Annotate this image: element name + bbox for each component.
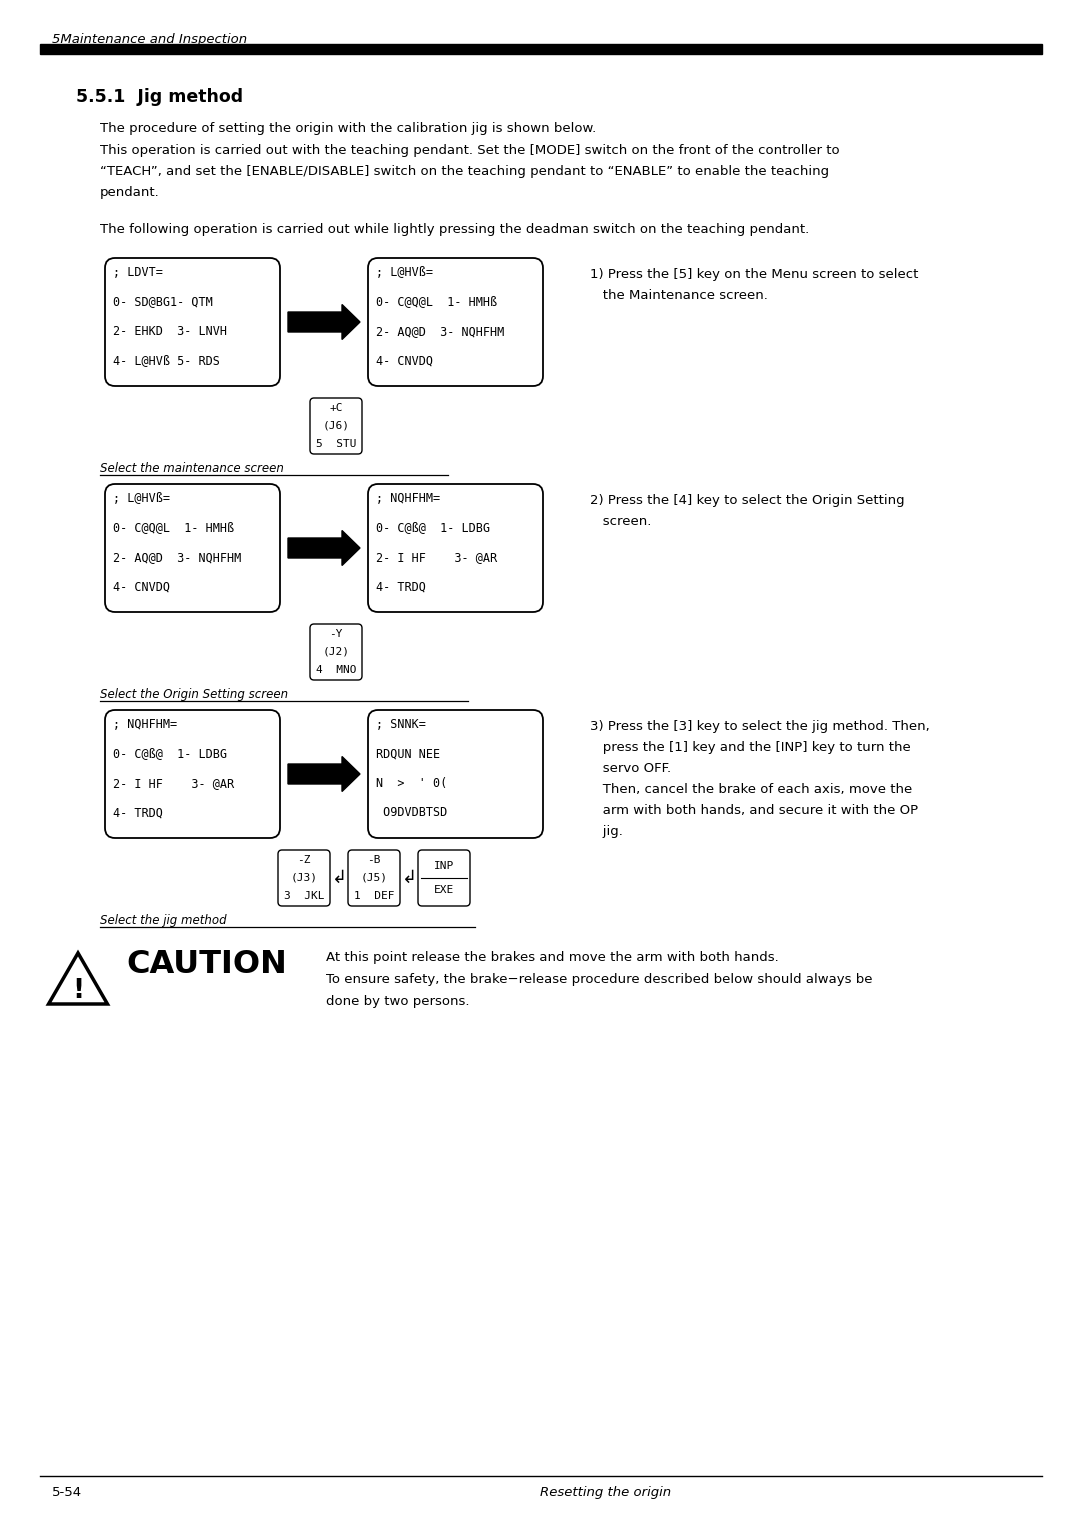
Text: ; NQHFHM=: ; NQHFHM= [113, 718, 177, 730]
Text: 3  JKL: 3 JKL [284, 891, 324, 902]
Text: 0- C@Q@L  1- HMHß: 0- C@Q@L 1- HMHß [113, 521, 234, 535]
Text: ; LDVT=: ; LDVT= [113, 266, 163, 280]
Text: pendant.: pendant. [100, 186, 160, 199]
FancyBboxPatch shape [278, 850, 330, 906]
Text: -Z: -Z [297, 856, 311, 865]
FancyBboxPatch shape [310, 397, 362, 454]
Text: ↲: ↲ [332, 869, 347, 886]
FancyArrow shape [288, 756, 360, 792]
Text: INP: INP [434, 860, 454, 871]
Bar [40, 44, 1042, 53]
Text: arm with both hands, and secure it with the OP: arm with both hands, and secure it with … [590, 804, 918, 817]
FancyBboxPatch shape [105, 711, 280, 837]
Text: 5Maintenance and Inspection: 5Maintenance and Inspection [52, 34, 247, 46]
Text: To ensure safety, the brake−release procedure described below should always be: To ensure safety, the brake−release proc… [326, 973, 873, 986]
FancyArrow shape [288, 530, 360, 565]
Text: -B: -B [367, 856, 381, 865]
Text: RDQUN NEE: RDQUN NEE [376, 747, 441, 761]
FancyBboxPatch shape [105, 484, 280, 613]
Text: 2- I HF    3- @AR: 2- I HF 3- @AR [376, 552, 497, 564]
Text: 4- CNVDQ: 4- CNVDQ [376, 354, 433, 368]
Text: ; SNNK=: ; SNNK= [376, 718, 426, 730]
Text: (J2): (J2) [323, 646, 350, 657]
Text: 1) Press the [5] key on the Menu screen to select: 1) Press the [5] key on the Menu screen … [590, 267, 918, 281]
Text: This operation is carried out with the teaching pendant. Set the [MODE] switch o: This operation is carried out with the t… [100, 144, 839, 157]
FancyBboxPatch shape [310, 623, 362, 680]
FancyBboxPatch shape [368, 258, 543, 387]
Text: Select the Origin Setting screen: Select the Origin Setting screen [100, 688, 288, 701]
Text: 0- C@ß@  1- LDBG: 0- C@ß@ 1- LDBG [376, 521, 490, 535]
FancyArrow shape [288, 304, 360, 339]
Text: ↲: ↲ [402, 869, 417, 886]
Text: The following operation is carried out while lightly pressing the deadman switch: The following operation is carried out w… [100, 223, 809, 235]
FancyBboxPatch shape [105, 258, 280, 387]
Text: CAUTION: CAUTION [126, 949, 287, 979]
Text: -Y: -Y [329, 630, 342, 639]
Text: 4- TRDQ: 4- TRDQ [113, 807, 163, 819]
Text: Select the maintenance screen: Select the maintenance screen [100, 461, 284, 475]
Text: ; L@HVß=: ; L@HVß= [113, 492, 170, 504]
Text: done by two persons.: done by two persons. [326, 995, 470, 1008]
Text: 0- C@ß@  1- LDBG: 0- C@ß@ 1- LDBG [113, 747, 227, 761]
Text: 4- CNVDQ: 4- CNVDQ [113, 581, 170, 593]
Text: The procedure of setting the origin with the calibration jig is shown below.: The procedure of setting the origin with… [100, 122, 596, 134]
Text: ; L@HVß=: ; L@HVß= [376, 266, 433, 280]
Text: screen.: screen. [590, 515, 651, 529]
Text: EXE: EXE [434, 885, 454, 895]
Text: +C: +C [329, 403, 342, 413]
FancyBboxPatch shape [348, 850, 400, 906]
Text: 3) Press the [3] key to select the jig method. Then,: 3) Press the [3] key to select the jig m… [590, 720, 930, 733]
Text: Then, cancel the brake of each axis, move the: Then, cancel the brake of each axis, mov… [590, 782, 913, 796]
Text: (J5): (J5) [361, 872, 388, 883]
Text: servo OFF.: servo OFF. [590, 762, 671, 775]
Text: 0- C@Q@L  1- HMHß: 0- C@Q@L 1- HMHß [376, 295, 497, 309]
Text: 1  DEF: 1 DEF [354, 891, 394, 902]
Text: “TEACH”, and set the [ENABLE/DISABLE] switch on the teaching pendant to “ENABLE”: “TEACH”, and set the [ENABLE/DISABLE] sw… [100, 165, 829, 177]
Text: 4  MNO: 4 MNO [315, 665, 356, 675]
Text: 2) Press the [4] key to select the Origin Setting: 2) Press the [4] key to select the Origi… [590, 494, 905, 507]
Text: Resetting the origin: Resetting the origin [540, 1487, 671, 1499]
Text: !: ! [72, 978, 84, 1004]
Text: At this point release the brakes and move the arm with both hands.: At this point release the brakes and mov… [326, 950, 779, 964]
Text: 2- EHKD  3- LNVH: 2- EHKD 3- LNVH [113, 325, 227, 338]
Text: press the [1] key and the [INP] key to turn the: press the [1] key and the [INP] key to t… [590, 741, 910, 753]
Text: N  >  ' 0(: N > ' 0( [376, 778, 447, 790]
Text: 5-54: 5-54 [52, 1487, 82, 1499]
Text: 4- L@HVß 5- RDS: 4- L@HVß 5- RDS [113, 354, 220, 368]
Text: 5  STU: 5 STU [315, 439, 356, 449]
Text: 2- I HF    3- @AR: 2- I HF 3- @AR [113, 778, 234, 790]
FancyBboxPatch shape [368, 484, 543, 613]
FancyBboxPatch shape [368, 711, 543, 837]
Text: (J3): (J3) [291, 872, 318, 883]
Text: 0- SD@BG1- QTM: 0- SD@BG1- QTM [113, 295, 213, 309]
Text: 2- AQ@D  3- NQHFHM: 2- AQ@D 3- NQHFHM [376, 325, 504, 338]
Text: Select the jig method: Select the jig method [100, 914, 227, 927]
Text: 4- TRDQ: 4- TRDQ [376, 581, 426, 593]
FancyBboxPatch shape [418, 850, 470, 906]
Text: (J6): (J6) [323, 422, 350, 431]
Text: 2- AQ@D  3- NQHFHM: 2- AQ@D 3- NQHFHM [113, 552, 241, 564]
Text: jig.: jig. [590, 825, 623, 837]
Text: 5.5.1  Jig method: 5.5.1 Jig method [76, 89, 243, 105]
Text: ; NQHFHM=: ; NQHFHM= [376, 492, 441, 504]
Text: the Maintenance screen.: the Maintenance screen. [590, 289, 768, 303]
Text: O9DVDBTSD: O9DVDBTSD [376, 807, 447, 819]
